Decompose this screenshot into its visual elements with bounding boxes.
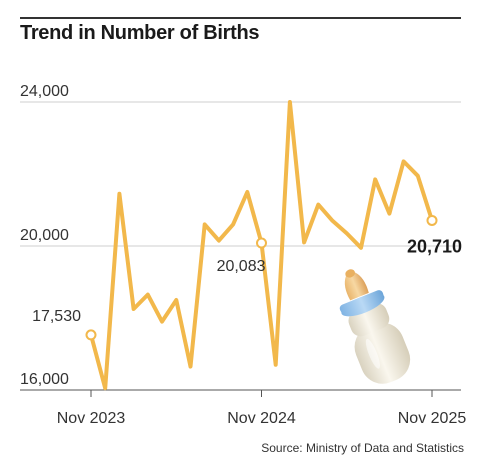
baby-bottle-icon bbox=[339, 269, 411, 384]
y-tick-label: 20,000 bbox=[20, 227, 69, 244]
data-label: 20,083 bbox=[217, 258, 266, 275]
chart-title: Trend in Number of Births bbox=[20, 22, 260, 44]
y-tick-label: 16,000 bbox=[20, 371, 69, 388]
annotated-point bbox=[85, 329, 97, 341]
top-rule bbox=[20, 17, 461, 19]
x-tick-label: Nov 2023 bbox=[57, 410, 126, 427]
data-label: 17,530 bbox=[32, 308, 81, 325]
data-label: 20,710 bbox=[407, 236, 462, 256]
x-tick-label: Nov 2025 bbox=[398, 410, 467, 427]
annotated-point bbox=[426, 214, 438, 226]
x-tick-label: Nov 2024 bbox=[227, 410, 296, 427]
annotated-point bbox=[256, 237, 267, 249]
y-tick-label: 24,000 bbox=[20, 83, 69, 100]
source-note: Source: Ministry of Data and Statistics bbox=[261, 441, 464, 455]
